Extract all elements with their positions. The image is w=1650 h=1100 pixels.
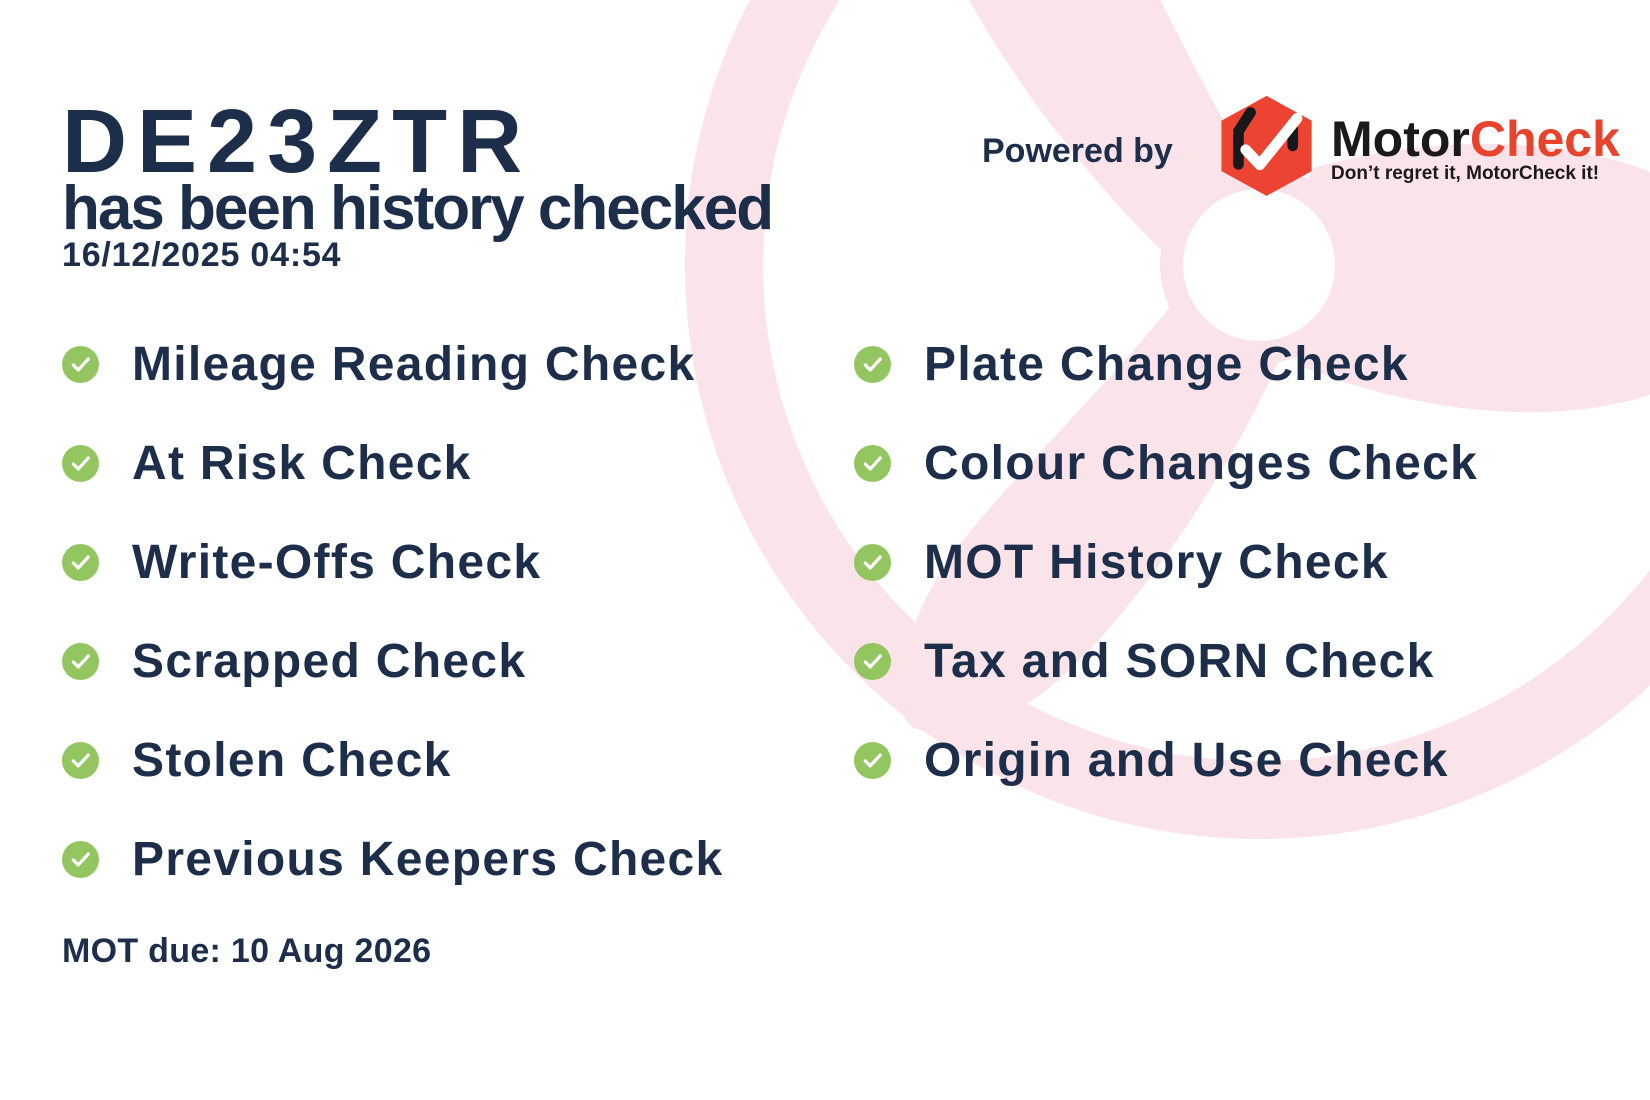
svg-text:Don’t regret it, MotorCheck it: Don’t regret it, MotorCheck it!: [1331, 163, 1599, 184]
svg-text:MotorCheck: MotorCheck: [1331, 111, 1620, 167]
